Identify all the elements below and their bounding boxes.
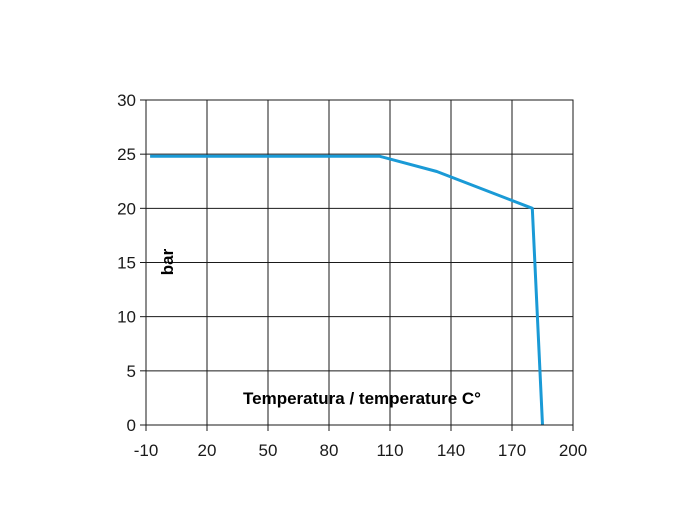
plot-frame bbox=[145, 99, 574, 426]
y-tick-label: 0 bbox=[127, 416, 136, 435]
x-tick-label: -10 bbox=[134, 441, 159, 460]
series-layer bbox=[150, 154, 544, 426]
y-tick-label: 30 bbox=[117, 91, 136, 110]
x-axis-label: Temperatura / temperature C° bbox=[243, 389, 481, 408]
y-axis-label: bar bbox=[158, 248, 177, 275]
x-tick-label: 200 bbox=[559, 441, 587, 460]
y-tick-label: 25 bbox=[117, 145, 136, 164]
x-tick-label: 50 bbox=[259, 441, 278, 460]
x-tick-label: 140 bbox=[437, 441, 465, 460]
x-tick-label: 80 bbox=[320, 441, 339, 460]
y-tick-labels: 0 5 10 15 20 25 30 bbox=[117, 91, 136, 435]
series-line bbox=[150, 154, 544, 426]
y-tick-label: 20 bbox=[117, 199, 136, 218]
x-tick-label: 20 bbox=[198, 441, 217, 460]
x-tick-label: 110 bbox=[376, 441, 403, 460]
y-tick-label: 10 bbox=[117, 308, 136, 327]
y-tick-label: 5 bbox=[127, 362, 136, 381]
y-tick-label: 15 bbox=[117, 254, 136, 273]
x-tick-label: 170 bbox=[498, 441, 526, 460]
x-tick-labels: -10 20 50 80 110 140 170 200 bbox=[134, 441, 587, 460]
tick-marks bbox=[140, 99, 574, 431]
